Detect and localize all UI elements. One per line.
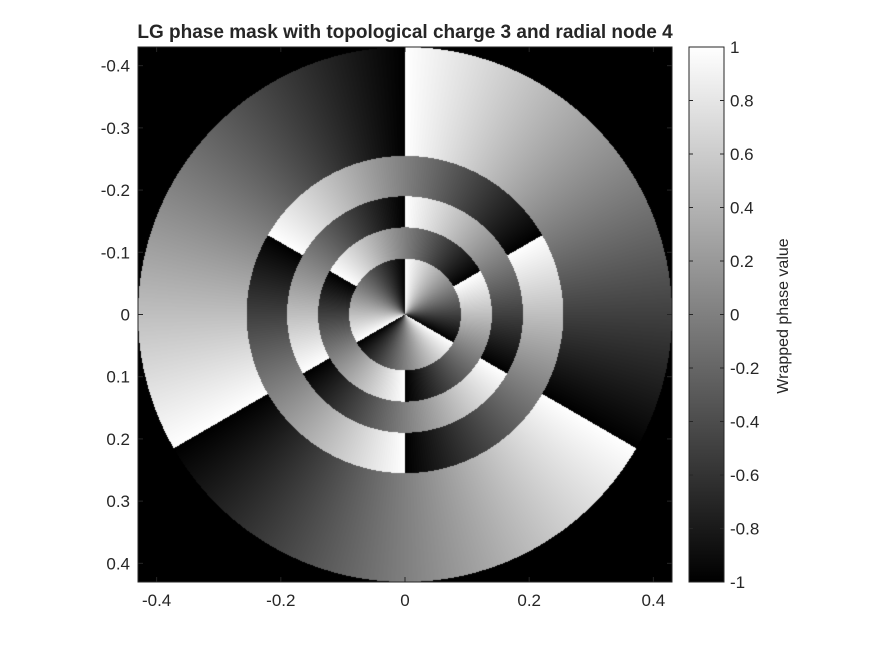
colorbar-tick-label: -0.8: [730, 520, 759, 539]
y-tick-label: 0: [121, 306, 130, 325]
y-tick-label: 0.2: [106, 430, 130, 449]
colorbar-gradient: [688, 46, 725, 583]
x-axis: -0.4 -0.2 0 0.2 0.4: [142, 47, 665, 610]
colorbar-tick-label: 0.2: [730, 252, 754, 271]
x-tick-label: 0.2: [517, 591, 541, 610]
plot-area: [137, 46, 673, 583]
colorbar-tick-label: -0.6: [730, 466, 759, 485]
y-tick-label: 0.3: [106, 492, 130, 511]
y-tick-label: -0.4: [101, 57, 130, 76]
chart-title: LG phase mask with topological charge 3 …: [137, 22, 673, 43]
colorbar-tick-label: 0.8: [730, 92, 754, 111]
colorbar-tick-label: 1: [730, 38, 739, 57]
y-tick-label: 0.1: [106, 368, 130, 387]
phase-mask-image: [138, 47, 672, 582]
colorbar-tick-label: -1: [730, 573, 745, 592]
colorbar-label: Wrapped phase value: [775, 238, 792, 393]
colorbar-tick-label: 0.4: [730, 199, 754, 218]
colorbar-tick-label: -0.2: [730, 359, 759, 378]
colorbar-tick-label: -0.4: [730, 413, 759, 432]
y-tick-label: -0.3: [101, 119, 130, 138]
x-tick-label: 0.4: [642, 591, 666, 610]
colorbar-tick-label: 0.6: [730, 145, 754, 164]
y-axis: -0.4 -0.3 -0.2 -0.1 0 0.1 0.2 0.3 0.4: [101, 57, 672, 573]
x-tick-label: -0.4: [142, 591, 171, 610]
x-tick-label: -0.2: [266, 591, 295, 610]
colorbar-ticks: 1 0.8 0.6 0.4 0.2 0 -0.2 -0.4 -0.6 -0.8 -1: [689, 38, 759, 592]
colorbar-tick-label: 0: [730, 306, 739, 325]
y-tick-label: -0.2: [101, 181, 130, 200]
x-tick-label: 0: [400, 591, 409, 610]
y-tick-label: 0.4: [106, 554, 130, 573]
colorbar: 1 0.8 0.6 0.4 0.2 0 -0.2 -0.4 -0.6 -0.8 -1 Wrapped…: [688, 38, 792, 592]
y-tick-label: -0.1: [101, 243, 130, 262]
